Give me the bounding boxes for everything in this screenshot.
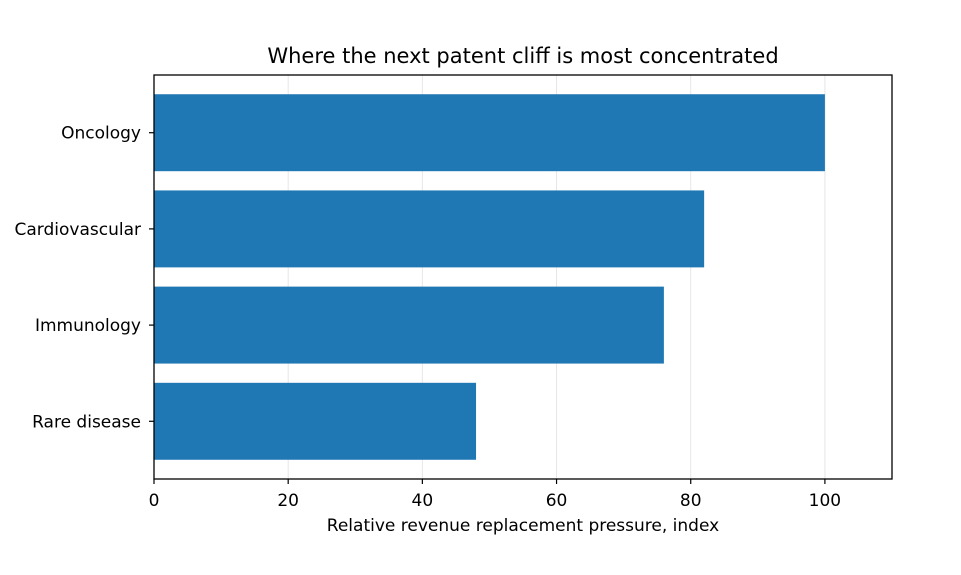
x-tick-label-80: 80 [680,491,702,511]
x-tick-label-20: 20 [277,491,299,511]
y-tick-label-immunology: Immunology [35,316,141,336]
bar-oncology [154,94,825,172]
x-tick-label-100: 100 [809,491,841,511]
bars-layer [154,94,825,460]
x-tick-label-0: 0 [149,491,160,511]
bar-cardiovascular [154,190,705,268]
plot-frame [153,74,893,480]
ticks-layer: Oncology Cardiovascular Immunology Rare dis… [15,124,842,511]
y-tick-label-rare-disease: Rare disease [32,412,141,432]
x-tick-label-60: 60 [546,491,568,511]
y-tick-label-cardiovascular: Cardiovascular [15,220,141,240]
x-axis-label: Relative revenue replacement pressure, i… [327,516,719,536]
chart-title: Where the next patent cliff is most conc… [267,44,778,68]
bar-rare-disease [154,382,477,460]
bar-immunology [154,286,664,364]
y-tick-label-oncology: Oncology [61,124,141,144]
x-tick-label-40: 40 [412,491,434,511]
